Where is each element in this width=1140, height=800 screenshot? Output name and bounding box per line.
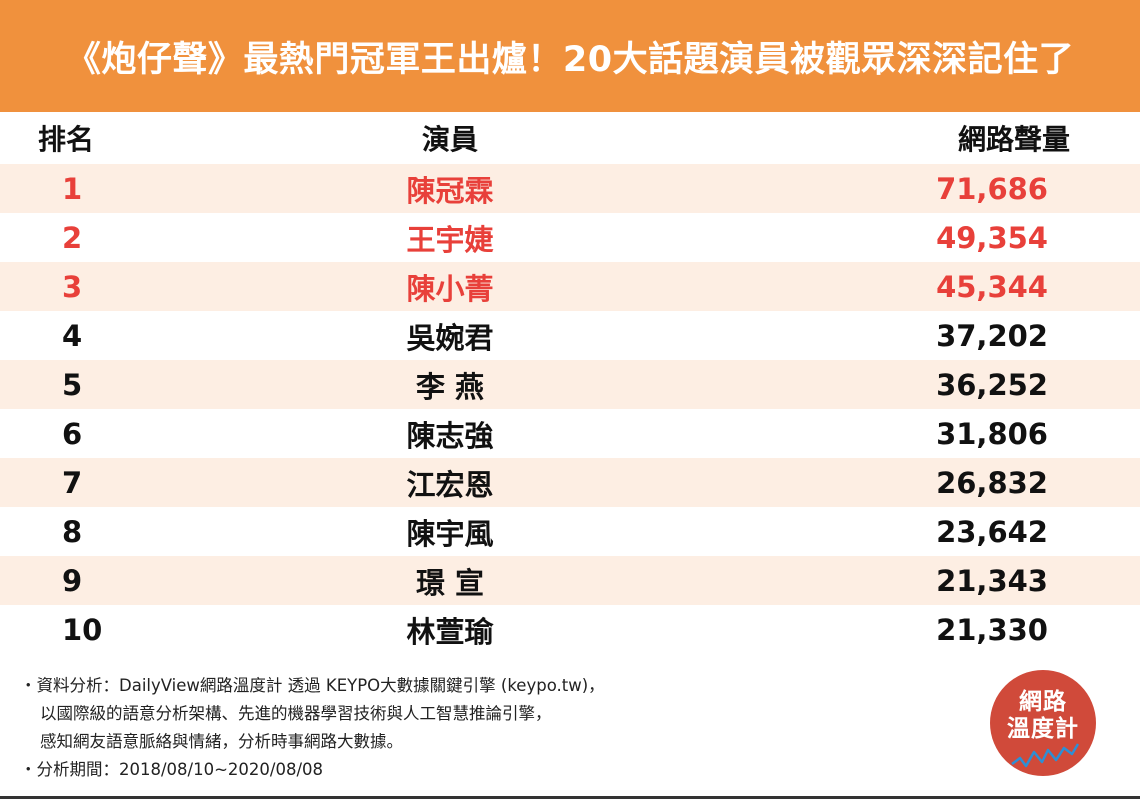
volume-cell: 45,344	[936, 269, 1048, 304]
rank-cell: 4	[62, 318, 83, 353]
actor-cell: 璟 宣	[415, 565, 485, 600]
actor-cell: 陳宇風	[406, 516, 494, 551]
table-row: 1 陳冠霖 71,686	[0, 164, 1140, 213]
table-row: 10 林萱瑜 21,330	[0, 605, 1140, 654]
table-row: 6 陳志強 31,806	[0, 409, 1140, 458]
table-header: 排名 演員 網路聲量	[0, 112, 1140, 164]
rank-cell: 8	[62, 514, 83, 549]
logo-text-2: 溫度計	[1007, 716, 1079, 742]
header-volume: 網路聲量	[957, 123, 1070, 156]
page-title: 《炮仔聲》最熱門冠軍王出爐！20大話題演員被觀眾深深記住了	[65, 39, 1075, 80]
header-actor: 演員	[421, 123, 478, 156]
actor-cell: 江宏恩	[406, 467, 494, 502]
actor-cell: 林萱瑜	[406, 614, 494, 649]
wave-icon	[1011, 743, 1080, 768]
source-line-2: 以國際級的語意分析架構、先進的機器學習技術與人工智慧推論引擎，	[40, 704, 552, 723]
period-line: ・分析期間：2018/08/10~2020/08/08	[20, 760, 324, 779]
table-row: 8 陳宇風 23,642	[0, 507, 1140, 556]
actor-cell: 王宇婕	[406, 222, 494, 257]
table-row: 9 璟 宣 21,343	[0, 556, 1140, 605]
volume-cell: 21,330	[936, 612, 1048, 647]
table-row: 3 陳小菁 45,344	[0, 262, 1140, 311]
volume-cell: 23,642	[936, 514, 1048, 549]
volume-cell: 21,343	[936, 563, 1048, 598]
volume-cell: 37,202	[936, 318, 1048, 353]
rank-cell: 5	[62, 367, 83, 402]
rank-cell: 9	[62, 563, 83, 598]
table-row: 5 李 燕 36,252	[0, 360, 1140, 409]
actor-cell: 陳小菁	[406, 271, 494, 306]
header-rank: 排名	[38, 123, 95, 156]
rank-cell: 6	[62, 416, 83, 451]
rank-cell: 1	[62, 171, 83, 206]
rank-cell: 2	[62, 220, 83, 255]
dailyview-logo: 網路 溫度計	[990, 670, 1096, 776]
table-row: 4 吳婉君 37,202	[0, 311, 1140, 360]
volume-cell: 71,686	[936, 171, 1048, 206]
ranking-table: 排名 演員 網路聲量 1 陳冠霖 71,686 2 王宇婕 49,354 3 陳…	[0, 112, 1140, 654]
title-banner: 《炮仔聲》最熱門冠軍王出爐！20大話題演員被觀眾深深記住了	[0, 0, 1140, 112]
table-row: 2 王宇婕 49,354	[0, 213, 1140, 262]
volume-cell: 36,252	[936, 367, 1048, 402]
rank-cell: 3	[62, 269, 83, 304]
rank-cell: 7	[62, 465, 83, 500]
volume-cell: 26,832	[936, 465, 1048, 500]
actor-cell: 李 燕	[415, 369, 485, 404]
actor-cell: 陳志強	[406, 418, 494, 453]
actor-cell: 吳婉君	[406, 320, 494, 355]
source-note: ・資料分析：DailyView網路溫度計 透過 KEYPO大數據關鍵引擎 (ke…	[20, 672, 920, 784]
actor-cell: 陳冠霖	[406, 173, 494, 208]
source-line-3: 感知網友語意脈絡與情緒，分析時事網路大數據。	[40, 732, 403, 751]
logo-text-1: 網路	[1019, 689, 1067, 715]
source-line-1: ・資料分析：DailyView網路溫度計 透過 KEYPO大數據關鍵引擎 (ke…	[20, 676, 605, 695]
bottom-rule	[0, 796, 1140, 799]
volume-cell: 49,354	[936, 220, 1048, 255]
rank-cell: 10	[62, 612, 103, 647]
table-row: 7 江宏恩 26,832	[0, 458, 1140, 507]
volume-cell: 31,806	[936, 416, 1048, 451]
